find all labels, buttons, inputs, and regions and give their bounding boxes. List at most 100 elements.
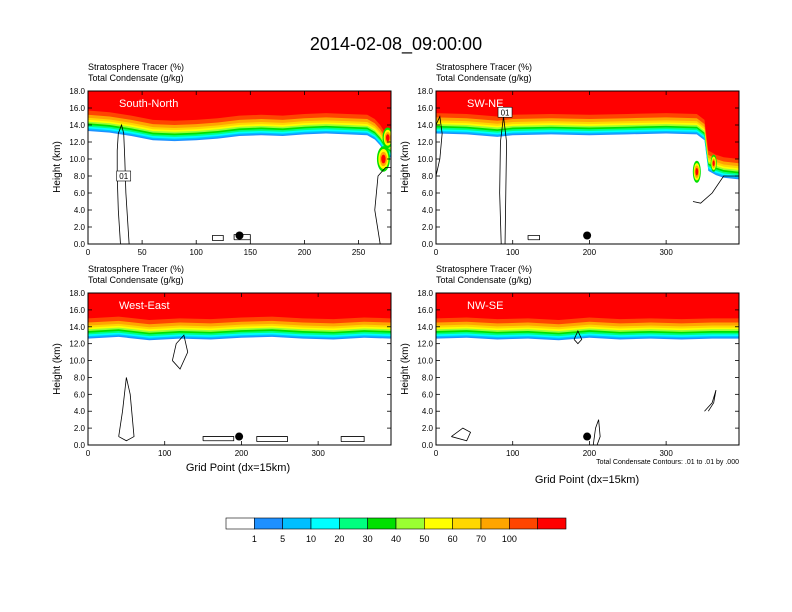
y-tick-label: 8.0	[422, 373, 434, 382]
condensate-contour	[256, 436, 288, 443]
condensate-contour	[451, 427, 472, 442]
panel-west-east: Stratosphere Tracer (%) Total Condensate…	[52, 264, 392, 474]
condensate-contour	[212, 235, 224, 241]
y-tick-label: 12.0	[69, 138, 85, 147]
y-tick-label: 14.0	[69, 121, 85, 130]
panel-cross-section-label: South-North	[119, 98, 178, 110]
y-tick-label: 10.0	[417, 357, 433, 366]
panel-subtitle-tracer: Stratosphere Tracer (%)	[88, 264, 184, 274]
contour-label: 01	[119, 172, 128, 181]
y-tick-label: 18.0	[69, 289, 85, 298]
colorbar-level-label: 1	[252, 534, 257, 544]
contour-label: 01	[501, 108, 510, 117]
y-tick-label: 4.0	[74, 206, 86, 215]
condensate-contour	[171, 334, 189, 370]
x-axis-label: Grid Point (dx=15km)	[186, 462, 290, 474]
panel-cross-section-label: West-East	[119, 300, 170, 312]
y-tick-label: 8.0	[422, 172, 434, 181]
tracer-hotspot	[385, 134, 390, 142]
panel-sw-ne: Stratosphere Tracer (%) Total Condensate…	[400, 62, 740, 257]
condensate-contour	[692, 175, 739, 204]
x-tick-label: 0	[86, 449, 91, 458]
panel-subtitle-tracer: Stratosphere Tracer (%)	[436, 62, 532, 72]
plot-frame	[435, 90, 740, 245]
x-tick-label: 150	[244, 248, 258, 257]
y-tick-label: 4.0	[74, 407, 86, 416]
colorbar-swatch	[254, 517, 283, 530]
y-tick-label: 8.0	[74, 172, 86, 181]
colorbar-swatch	[367, 517, 397, 530]
colorbar-swatch	[452, 517, 482, 530]
condensate-contour	[704, 389, 717, 412]
colorbar-swatch	[282, 517, 312, 530]
y-tick-label: 2.0	[74, 223, 86, 232]
contour-label-box	[497, 106, 513, 118]
location-marker	[583, 231, 592, 240]
y-tick-label: 4.0	[422, 206, 434, 215]
panel-subtitle-condensate: Total Condensate (g/kg)	[88, 275, 184, 285]
condensate-contour	[340, 436, 365, 443]
figure-title: 2014-02-08_09:00:00	[310, 34, 482, 55]
colorbar-level-label: 30	[363, 534, 373, 544]
y-axis-label: Height (km)	[400, 141, 411, 193]
colorbar-swatch	[395, 517, 425, 530]
x-tick-label: 300	[311, 449, 325, 458]
y-tick-label: 6.0	[74, 189, 86, 198]
y-tick-label: 4.0	[422, 407, 434, 416]
y-tick-label: 0.0	[74, 441, 86, 450]
x-tick-label: 0	[86, 248, 91, 257]
y-tick-label: 0.0	[74, 240, 86, 249]
plot-area: 01	[436, 91, 739, 244]
y-tick-label: 10.0	[417, 155, 433, 164]
y-tick-label: 2.0	[422, 424, 434, 433]
y-tick-label: 16.0	[417, 306, 433, 315]
tracer-band	[88, 91, 391, 138]
location-marker	[583, 432, 592, 441]
colorbar-swatch	[537, 517, 567, 530]
colorbar-swatch	[225, 517, 255, 530]
y-tick-label: 16.0	[69, 306, 85, 315]
colorbar-level-label: 100	[502, 534, 517, 544]
y-tick-label: 0.0	[422, 441, 434, 450]
x-tick-label: 200	[583, 248, 597, 257]
colorbar-level-label: 5	[280, 534, 285, 544]
y-tick-label: 12.0	[69, 340, 85, 349]
colorbar-level-label: 50	[419, 534, 429, 544]
y-axis-label: Height (km)	[52, 343, 63, 395]
y-tick-label: 6.0	[422, 189, 434, 198]
y-tick-label: 6.0	[422, 390, 434, 399]
colorbar-swatch	[509, 517, 538, 530]
tracer-hotspot	[695, 167, 699, 176]
colorbar-level-label: 40	[391, 534, 401, 544]
x-axis-label: Grid Point (dx=15km)	[535, 474, 639, 486]
tracer-band	[436, 293, 739, 321]
panel-subtitle-tracer: Stratosphere Tracer (%)	[436, 264, 532, 274]
y-tick-label: 16.0	[69, 104, 85, 113]
y-tick-label: 10.0	[69, 155, 85, 164]
x-tick-label: 200	[583, 449, 597, 458]
panel-subtitle-tracer: Stratosphere Tracer (%)	[88, 62, 184, 72]
panel-cross-section-label: NW-SE	[467, 300, 503, 312]
condensate-contour	[202, 436, 235, 442]
panel-subtitle-condensate: Total Condensate (g/kg)	[436, 73, 532, 83]
location-marker	[235, 231, 244, 240]
plot-area: 01	[88, 91, 391, 244]
x-tick-label: 0	[434, 449, 439, 458]
tracer-hotspot	[712, 160, 715, 167]
x-tick-label: 100	[506, 248, 520, 257]
panel-subtitle-condensate: Total Condensate (g/kg)	[436, 275, 532, 285]
y-tick-label: 12.0	[417, 340, 433, 349]
y-tick-label: 16.0	[417, 104, 433, 113]
y-axis-label: Height (km)	[400, 343, 411, 395]
tracer-band	[88, 293, 391, 321]
colorbar-level-label: 70	[476, 534, 486, 544]
contour-label-box	[116, 170, 132, 182]
y-tick-label: 18.0	[69, 87, 85, 96]
panel-cross-section-label: SW-NE	[467, 98, 503, 110]
colorbar-level-label: 20	[334, 534, 344, 544]
y-tick-label: 2.0	[422, 223, 434, 232]
x-tick-label: 250	[352, 248, 366, 257]
condensate-contour	[573, 330, 583, 345]
condensate-contour	[116, 123, 130, 244]
